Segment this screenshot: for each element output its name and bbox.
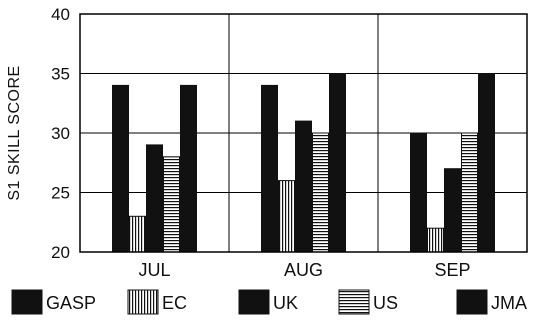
- bar-ec-aug: [278, 180, 295, 253]
- y-tick-label: 30: [51, 124, 70, 143]
- bar-uk-aug: [295, 120, 312, 253]
- y-tick-label: 25: [51, 184, 70, 203]
- legend-label-jma: JMA: [491, 293, 527, 313]
- bar-jma-jul: [180, 84, 197, 253]
- bar-uk-sep: [444, 168, 461, 253]
- legend-swatch-us: [338, 289, 370, 315]
- legend-swatch-jma: [456, 289, 488, 315]
- bar-gasp-jul: [112, 84, 129, 253]
- y-axis-title: S1 SKILL SCORE: [6, 65, 23, 200]
- bar-us-sep: [461, 132, 478, 253]
- bar-gasp-aug: [261, 84, 278, 253]
- legend-label-us: US: [373, 293, 398, 313]
- bar-ec-jul: [129, 215, 146, 253]
- y-axis-ticks: 20 25 30 35 40: [51, 5, 70, 262]
- bar-gasp-sep: [410, 132, 427, 253]
- x-category-label: AUG: [284, 260, 323, 280]
- legend: GASP EC UK US JMA: [11, 289, 527, 315]
- legend-label-uk: UK: [273, 293, 298, 313]
- plot-frame: [79, 13, 528, 253]
- legend-label-gasp: GASP: [46, 293, 96, 313]
- bar-ec-sep: [427, 227, 444, 253]
- legend-label-ec: EC: [162, 293, 187, 313]
- bar-uk-jul: [146, 144, 163, 253]
- y-tick-label: 20: [51, 243, 70, 262]
- bar-jma-sep: [478, 73, 495, 253]
- bar-us-jul: [163, 156, 180, 253]
- plot-border: [79, 13, 528, 253]
- bar-jma-aug: [329, 73, 346, 253]
- legend-swatch-ec: [127, 289, 159, 315]
- y-tick-label: 40: [51, 5, 70, 24]
- x-axis-categories: JUL AUG SEP: [138, 260, 470, 280]
- x-category-label: JUL: [138, 260, 170, 280]
- y-tick-label: 35: [51, 65, 70, 84]
- x-category-label: SEP: [434, 260, 470, 280]
- bars: [112, 73, 495, 253]
- legend-swatch-uk: [238, 289, 270, 315]
- legend-swatch-gasp: [11, 289, 43, 315]
- bar-us-aug: [312, 132, 329, 253]
